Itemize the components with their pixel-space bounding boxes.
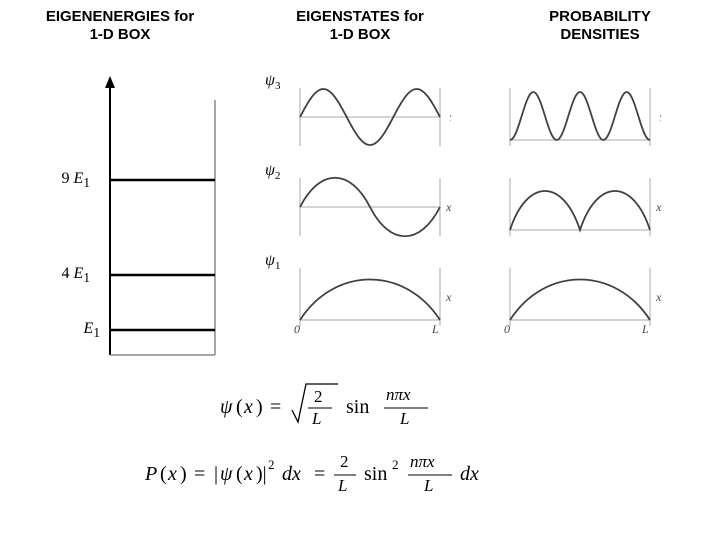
L-label-e1: L [432, 322, 439, 337]
svg-text:L: L [423, 476, 433, 495]
svg-text:=: = [194, 463, 205, 485]
diagram-area: E1 4 E1 9 E1 ψ3 x x ψ2 [0, 70, 720, 360]
svg-text:L: L [399, 409, 409, 428]
L-label-d1: L [642, 322, 649, 337]
svg-text:2: 2 [392, 457, 399, 472]
eigenstate-plot-n2 [290, 170, 450, 245]
energy-diagram [70, 70, 230, 360]
svg-text:nπx: nπx [410, 452, 435, 471]
svg-text:2: 2 [340, 452, 349, 471]
svg-text:dx: dx [460, 463, 479, 485]
svg-text:nπx: nπx [386, 385, 411, 404]
formula-P: P ( x ) = | ψ ( x )| 2 dx = 2 L sin 2 nπ… [0, 445, 720, 505]
svg-text:ψ: ψ [220, 396, 233, 418]
svg-text:2: 2 [314, 387, 323, 406]
svg-text:dx: dx [282, 463, 301, 485]
svg-text:): ) [180, 463, 187, 485]
header-col1-l2: 1-D BOX [90, 26, 151, 43]
svg-text:): ) [256, 396, 263, 418]
formula-psi: ψ ( x ) = 2 L sin nπx L [0, 378, 720, 438]
header-col2-l1: EIGENSTATES for [296, 8, 424, 25]
svg-text:x: x [243, 463, 253, 485]
svg-text:L: L [311, 409, 321, 428]
header-col3-l2: DENSITIES [560, 26, 639, 43]
x-label-d1: x [656, 290, 661, 305]
origin-label-d1: 0 [504, 322, 510, 337]
svg-text:L: L [337, 476, 347, 495]
svg-text:sin: sin [364, 463, 387, 485]
psi2-label: ψ2 [265, 162, 280, 182]
svg-text:)|: )| [256, 463, 267, 485]
svg-text:(: ( [236, 463, 243, 485]
svg-text:2: 2 [268, 457, 275, 472]
density-plot-n1 [500, 260, 660, 335]
header-col3-l1: PROBABILITY [549, 8, 651, 25]
header-col2-l2: 1-D BOX [330, 26, 391, 43]
header-col1: EIGENENERGIES for 1-D BOX [0, 8, 240, 44]
origin-label-e1: 0 [294, 322, 300, 337]
energy-label-9E1: 9 E1 [50, 170, 90, 191]
header-col1-l1: EIGENENERGIES for [46, 8, 194, 25]
svg-text:P: P [144, 463, 157, 485]
psi3-label: ψ3 [265, 72, 280, 92]
svg-text:|: | [214, 463, 218, 485]
svg-text:=: = [314, 463, 325, 485]
header-col2: EIGENSTATES for 1-D BOX [240, 8, 480, 44]
x-label-e1: x [446, 290, 451, 305]
svg-text:x: x [243, 396, 253, 418]
svg-text:(: ( [160, 463, 167, 485]
energy-label-E1: E1 [60, 320, 100, 341]
svg-text:ψ: ψ [220, 463, 233, 485]
svg-text:x: x [167, 463, 177, 485]
density-plot-n2 [500, 170, 660, 245]
header-row: EIGENENERGIES for 1-D BOX EIGENSTATES fo… [0, 0, 720, 44]
eigenstate-plot-n3-real [290, 80, 450, 155]
energy-label-4E1: 4 E1 [50, 265, 90, 286]
density-plot-n3-real [500, 80, 660, 155]
svg-text:sin: sin [346, 396, 369, 418]
psi1-label: ψ1 [265, 252, 280, 272]
x-label-d2: x [656, 200, 661, 215]
eigenstate-plot-n1 [290, 260, 450, 335]
x-label-e2: x [446, 200, 451, 215]
svg-text:=: = [270, 396, 281, 418]
header-col3: PROBABILITY DENSITIES [480, 8, 720, 44]
svg-text:(: ( [236, 396, 243, 418]
